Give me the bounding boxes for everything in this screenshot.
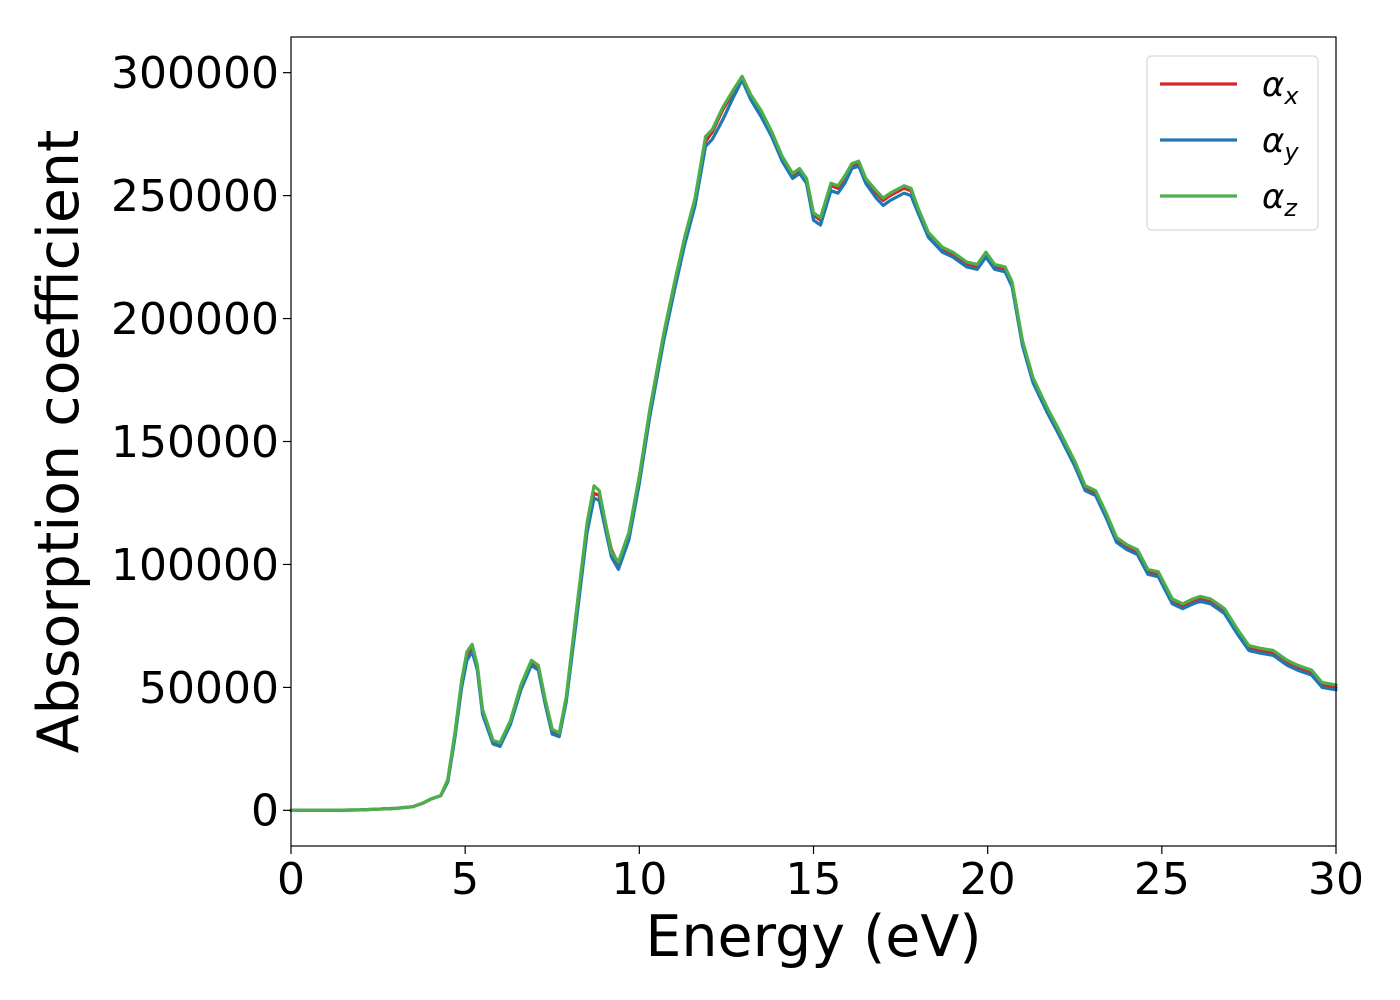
axis-ticks <box>283 72 1337 854</box>
legend-label-base: α <box>1262 65 1284 105</box>
x-tick-label: 0 <box>277 854 305 905</box>
x-tick-label: 15 <box>786 854 842 905</box>
legend-label-subscript: y <box>1283 138 1299 166</box>
y-tick-label: 250000 <box>111 171 279 222</box>
legend-label-subscript: x <box>1283 82 1299 110</box>
y-tick-label: 150000 <box>111 417 279 468</box>
legend-label-y: αy <box>1262 121 1299 166</box>
x-tick-label: 20 <box>960 854 1016 905</box>
x-tick-label: 10 <box>611 854 667 905</box>
x-tick-label: 25 <box>1134 854 1190 905</box>
y-axis-title: Absorption coefficient <box>26 130 92 754</box>
axis-tick-labels: 0 5 10 15 20 25 30 0 50000 100000 150000 200000 2500… <box>111 48 1364 905</box>
legend-label-base: α <box>1262 121 1284 161</box>
y-tick-label: 200000 <box>111 294 279 345</box>
y-tick-label: 300000 <box>111 48 279 99</box>
y-tick-label: 0 <box>251 786 279 837</box>
y-tick-label: 50000 <box>139 663 279 714</box>
y-tick-label: 100000 <box>111 540 279 591</box>
x-tick-label: 30 <box>1308 854 1364 905</box>
legend-label-x: αx <box>1262 65 1299 110</box>
x-axis-title: Energy (eV) <box>645 904 981 970</box>
series-lines <box>289 74 1338 812</box>
legend-label-subscript: z <box>1283 194 1298 222</box>
x-tick-label: 5 <box>451 854 479 905</box>
legend-label-base: α <box>1262 177 1284 217</box>
legend-box <box>1146 55 1319 231</box>
series-line-z <box>289 74 1338 812</box>
legend-label-z: αz <box>1262 177 1298 222</box>
